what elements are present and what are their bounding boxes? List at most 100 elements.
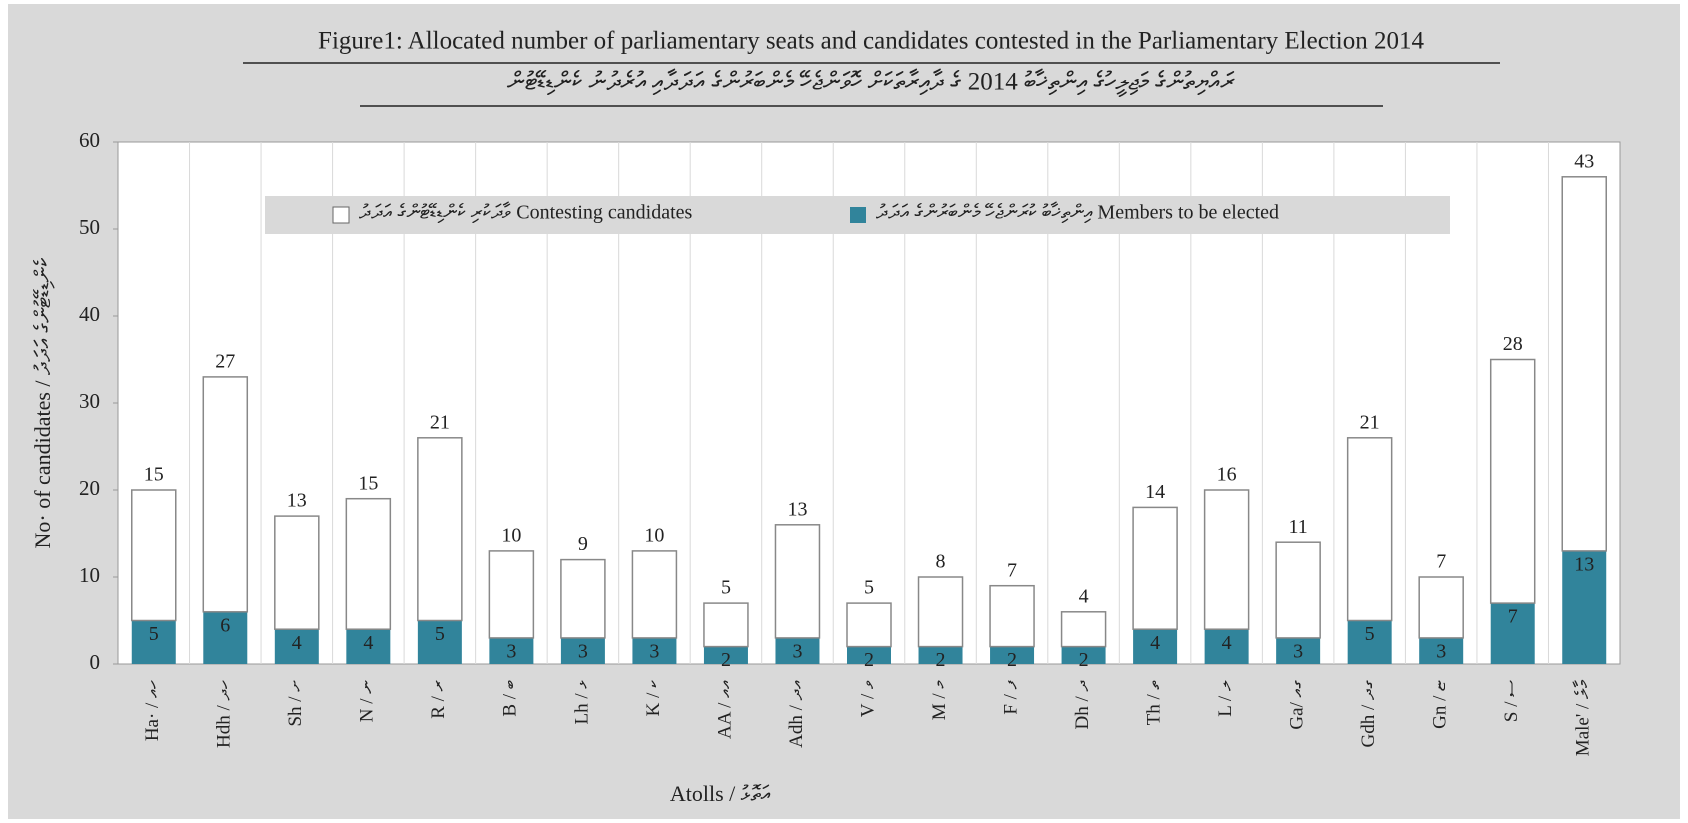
value-label: 13: [787, 498, 807, 520]
x-tick-label: Sh / ށ: [285, 680, 306, 727]
bar-segment: [1562, 550, 1607, 664]
bar-segment: [131, 620, 176, 664]
bar-segment: [1489, 358, 1536, 604]
value-label: 5: [1365, 623, 1375, 645]
value-label: 3: [506, 640, 516, 662]
y-tick-label: 30: [79, 389, 100, 413]
bar-segment: [631, 550, 678, 639]
bar-segment: [346, 629, 391, 664]
bar-segment: [1060, 611, 1107, 648]
value-label: 3: [792, 640, 802, 662]
bar-segment: [345, 497, 392, 630]
x-tick-label: Ga/ ގއ: [1287, 679, 1308, 729]
legend-label: ވާދަކުރި ކެންޑިޑޭޓުންގެ އަދަދު Contestin…: [359, 202, 693, 224]
x-tick-label: Hdh / ހދ: [214, 680, 235, 748]
value-label: 7: [1508, 606, 1518, 628]
bar-segment: [202, 376, 249, 613]
bar-segment: [131, 489, 177, 622]
value-label: 8: [936, 551, 946, 573]
legend: އިންތިޚާބު ކުރަންޖެހޭ މެންބަރުންގެ އަދަދ…: [265, 196, 1450, 234]
bar-segment: [1061, 646, 1106, 664]
value-label: 14: [1145, 481, 1165, 503]
value-label: 27: [215, 350, 235, 372]
bar-segment: [1418, 576, 1464, 639]
value-label: 3: [1436, 640, 1446, 662]
x-tick-label: Lh / ޅ: [571, 680, 592, 725]
bar-segment: [847, 646, 891, 664]
legend-swatch: [850, 207, 866, 223]
bar-segment: [1133, 629, 1178, 664]
value-label: 4: [292, 632, 302, 654]
bar-segment: [1203, 489, 1250, 630]
bar-segment: [1204, 629, 1249, 664]
value-label: 3: [1293, 640, 1303, 662]
x-tick-label: Gdh / ގދ: [1358, 679, 1379, 747]
value-label: 21: [1360, 411, 1380, 433]
bar-segment: [775, 637, 820, 664]
y-tick-label: 10: [79, 563, 100, 587]
bar-segment: [560, 558, 606, 639]
value-label: 15: [144, 464, 164, 486]
value-label: 9: [578, 533, 588, 555]
bar-segment: [203, 611, 248, 664]
bar-segment: [917, 576, 964, 648]
legend-label: އިންތިޚާބު ކުރަންޖެހޭ މެންބަރުންގެ އަދަދ…: [876, 202, 1279, 224]
value-label: 10: [501, 524, 521, 546]
value-label: 2: [1007, 649, 1017, 671]
value-label: 6: [220, 614, 230, 636]
value-label: 13: [1574, 553, 1594, 575]
x-tick-label: M / މ: [929, 680, 950, 721]
value-label: 4: [1222, 632, 1232, 654]
value-label: 3: [578, 640, 588, 662]
x-tick-label: K / ކ: [643, 680, 664, 717]
bar-segment: [989, 584, 1035, 648]
bar-segment: [990, 646, 1035, 664]
x-tick-label: Male' / މާލެ: [1573, 679, 1594, 756]
x-tick-label: S / ސ: [1501, 680, 1522, 722]
bar-segment: [417, 620, 462, 664]
y-tick-label: 40: [79, 302, 100, 326]
x-tick-label: Dh / ދ: [1072, 679, 1093, 729]
bar-segment: [560, 637, 605, 664]
y-tick-label: 50: [79, 215, 100, 239]
value-label: 7: [1436, 551, 1446, 573]
legend-swatch: [332, 206, 350, 224]
y-axis-label: No· of candidates / ކެންޑިޑޭޓުންގެ އަދަދ…: [30, 258, 55, 549]
bar-segment: [703, 646, 748, 664]
x-tick-label: F / ފ: [1000, 680, 1021, 715]
value-label: 3: [649, 640, 659, 662]
bar-segment: [1276, 637, 1321, 664]
bar-segment: [1275, 541, 1321, 639]
value-label: 2: [864, 649, 874, 671]
value-label: 2: [1079, 649, 1089, 671]
bar-segment: [417, 437, 463, 622]
value-label: 5: [435, 623, 445, 645]
x-axis-label: Atolls / އަތޮޅު: [670, 781, 771, 806]
x-tick-label: AA / އއ: [714, 680, 735, 739]
bar-segment: [274, 515, 320, 630]
x-tick-label: Adh / އދ: [786, 680, 807, 748]
x-tick-label: N / ނ: [357, 680, 378, 723]
x-tick-label: L / ލ: [1215, 680, 1236, 717]
value-label: 2: [936, 649, 946, 671]
bar-segment: [918, 646, 963, 664]
chart-title: Figure1: Allocated number of parliamenta…: [318, 28, 1424, 55]
bar-segment: [274, 629, 319, 664]
chart-subtitle: ރައްޔިތުންގެ މަޖިލީހުގެ އިންތިޚާބު 2014 …: [507, 68, 1235, 98]
bar-segment: [846, 602, 892, 648]
value-label: 11: [1289, 516, 1308, 538]
x-tick-label: R / ރ: [428, 680, 449, 719]
bar-segment: [1347, 620, 1392, 664]
bar-segment: [632, 637, 677, 664]
bar-segment: [1346, 437, 1393, 622]
bar-segment: [489, 637, 534, 664]
bar-segment: [1132, 506, 1178, 630]
bar-segment: [774, 524, 821, 639]
bar-segment: [488, 550, 535, 639]
bar-segment: [1561, 176, 1607, 552]
value-label: 7: [1007, 559, 1017, 581]
x-tick-label: Ha· / ހއ: [142, 680, 163, 741]
value-label: 16: [1217, 464, 1237, 486]
x-tick-label: B / ބ: [500, 680, 521, 717]
